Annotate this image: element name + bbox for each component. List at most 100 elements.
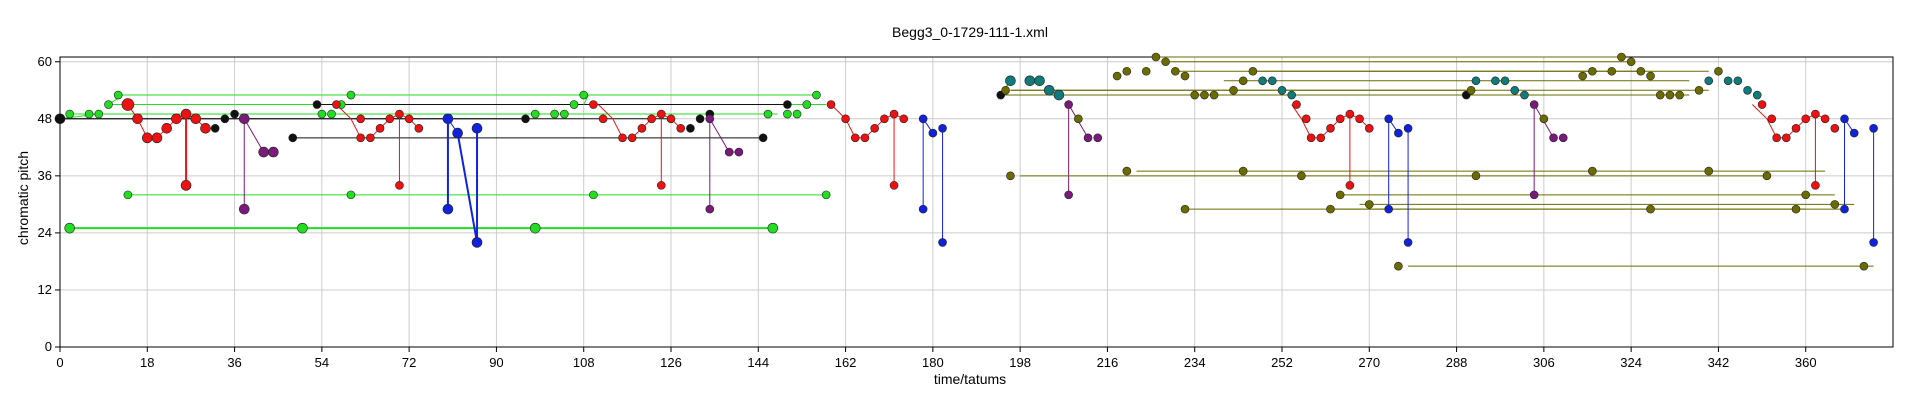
note-segment-red bbox=[1752, 104, 1768, 120]
note-point-olive bbox=[1238, 166, 1248, 176]
note-point-red bbox=[1811, 181, 1820, 190]
note-point-olive bbox=[1200, 90, 1209, 100]
note-point-red bbox=[1364, 124, 1374, 133]
y-tick-label: 48 bbox=[38, 111, 52, 126]
x-tick-label: 342 bbox=[1708, 355, 1730, 370]
note-point-olive bbox=[1151, 52, 1161, 62]
note-point-olive bbox=[1209, 90, 1219, 100]
note-point-olive bbox=[1141, 66, 1151, 76]
note-point-lime bbox=[113, 90, 123, 100]
note-point-blue bbox=[1840, 204, 1849, 214]
note-point-purple bbox=[705, 204, 715, 214]
note-point-black bbox=[312, 100, 322, 109]
note-point-olive bbox=[1762, 171, 1772, 181]
note-point-red bbox=[647, 114, 656, 124]
note-point-red bbox=[151, 132, 163, 144]
note-point-olive bbox=[1180, 71, 1190, 81]
note-point-olive bbox=[1626, 57, 1636, 67]
note-segment-blue bbox=[456, 132, 479, 243]
x-tick-label: 234 bbox=[1184, 355, 1206, 370]
y-tick-label: 24 bbox=[38, 225, 52, 240]
note-points bbox=[54, 52, 1878, 271]
note-point-lime bbox=[802, 100, 812, 109]
note-point-olive bbox=[1364, 200, 1374, 209]
note-point-olive bbox=[1704, 166, 1714, 176]
note-point-blue bbox=[1869, 124, 1878, 133]
note-point-red bbox=[589, 100, 598, 109]
note-point-red bbox=[141, 132, 153, 144]
note-point-olive bbox=[1714, 66, 1723, 76]
note-point-purple bbox=[1093, 133, 1103, 143]
note-segment-red bbox=[597, 104, 614, 120]
note-point-olive bbox=[1646, 71, 1655, 81]
note-point-red bbox=[889, 109, 899, 119]
note-point-lime bbox=[123, 190, 133, 200]
note-point-black bbox=[220, 114, 230, 124]
y-axis-ticks: 0 12 24 36 48 60 bbox=[38, 54, 60, 354]
note-point-lime bbox=[821, 190, 831, 200]
note-point-lime bbox=[529, 222, 541, 234]
note-point-purple bbox=[1558, 133, 1568, 143]
note-point-lime bbox=[297, 222, 308, 234]
note-point-purple bbox=[238, 203, 250, 215]
note-point-olive bbox=[1675, 90, 1684, 100]
note-point-purple bbox=[1529, 190, 1539, 200]
note-point-red bbox=[356, 114, 365, 124]
y-tick-label: 36 bbox=[38, 168, 52, 183]
note-point-red bbox=[332, 100, 341, 109]
note-point-blue bbox=[918, 114, 928, 124]
note-point-red bbox=[200, 123, 211, 134]
note-point-lime bbox=[812, 90, 821, 100]
note-point-lime bbox=[104, 100, 113, 109]
note-point-olive bbox=[1636, 66, 1646, 76]
x-tick-label: 324 bbox=[1620, 355, 1642, 370]
note-point-lime bbox=[94, 109, 104, 119]
note-point-olive bbox=[1588, 166, 1597, 176]
note-point-olive bbox=[1655, 90, 1665, 100]
note-point-olive bbox=[1190, 90, 1200, 100]
note-point-red bbox=[414, 124, 424, 133]
note-point-olive bbox=[1074, 114, 1083, 124]
note-point-teal bbox=[1005, 75, 1016, 87]
note-point-red bbox=[395, 181, 404, 190]
note-point-red bbox=[1345, 109, 1355, 119]
note-point-blue bbox=[938, 124, 947, 133]
note-point-teal bbox=[1491, 76, 1500, 86]
note-point-olive bbox=[1471, 171, 1481, 181]
note-point-teal bbox=[1704, 76, 1714, 86]
note-point-purple bbox=[1064, 100, 1073, 109]
note-point-olive bbox=[1646, 204, 1655, 214]
note-point-red bbox=[356, 133, 365, 143]
note-point-red bbox=[366, 133, 375, 143]
note-point-red bbox=[618, 133, 627, 143]
note-point-red bbox=[161, 123, 172, 134]
note-point-lime bbox=[579, 90, 589, 100]
x-tick-label: 360 bbox=[1795, 355, 1817, 370]
note-point-lime bbox=[560, 109, 569, 119]
note-point-red bbox=[676, 124, 685, 133]
note-point-red bbox=[1791, 124, 1801, 133]
note-point-olive bbox=[1466, 85, 1476, 95]
note-point-teal bbox=[1520, 90, 1529, 100]
note-point-teal bbox=[1277, 85, 1287, 95]
note-point-red bbox=[1292, 100, 1301, 109]
note-point-blue bbox=[928, 128, 938, 138]
note-point-olive bbox=[1229, 85, 1238, 95]
note-point-lime bbox=[346, 190, 356, 200]
note-point-teal bbox=[1268, 76, 1277, 86]
note-point-red bbox=[870, 124, 879, 133]
note-point-lime bbox=[346, 90, 356, 100]
x-tick-label: 90 bbox=[489, 355, 503, 370]
note-point-lime bbox=[767, 222, 779, 234]
y-tick-label: 12 bbox=[38, 282, 52, 297]
x-tick-label: 198 bbox=[1009, 355, 1031, 370]
note-point-olive bbox=[1122, 166, 1132, 176]
note-point-teal bbox=[1043, 84, 1055, 96]
note-point-red bbox=[1830, 124, 1840, 133]
note-point-purple bbox=[705, 114, 715, 124]
note-point-olive bbox=[1694, 85, 1704, 95]
note-point-red bbox=[1306, 133, 1316, 143]
note-point-teal bbox=[1723, 76, 1733, 86]
x-tick-label: 0 bbox=[56, 355, 63, 370]
